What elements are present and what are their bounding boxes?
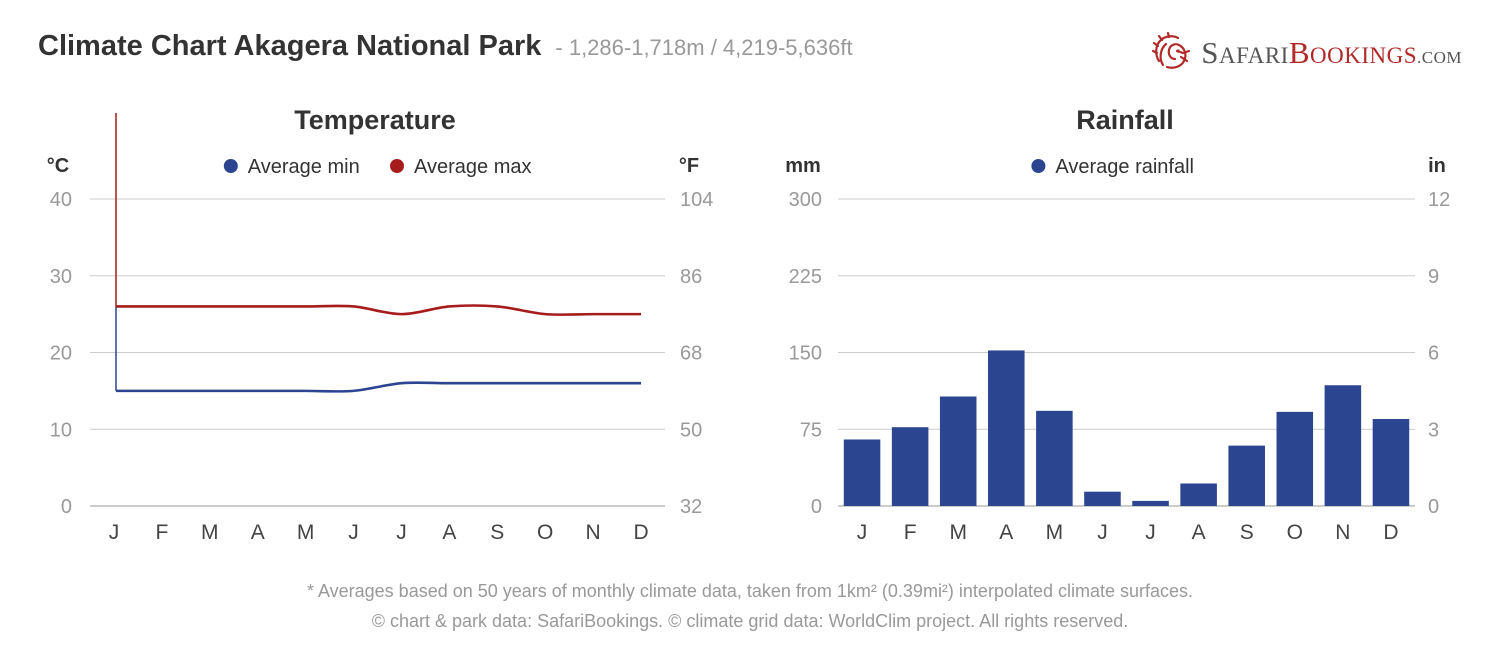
rainfall-right-tick-label: 0 <box>1428 496 1439 518</box>
rainfall-month-label: J <box>1097 521 1108 544</box>
lion-head-icon <box>1152 31 1191 69</box>
rainfall-month-label: F <box>904 521 917 544</box>
logo-wordmark: SAFARIBOOKINGS.COM <box>1201 35 1462 70</box>
rainfall-right-tick-label: 12 <box>1428 189 1450 211</box>
temperature-left-tick-label: 10 <box>50 419 72 441</box>
temperature-month-label: A <box>251 521 265 544</box>
rainfall-bar-2 <box>891 427 929 506</box>
temperature-month-label: D <box>633 521 648 544</box>
temperature-legend-marker-average-min <box>223 159 238 173</box>
rainfall-right-tick-label: 9 <box>1428 266 1439 288</box>
rainfall-bar-11 <box>1324 385 1362 506</box>
temperature-month-label: J <box>109 521 120 544</box>
rainfall-month-label: A <box>999 521 1013 544</box>
footnote-copyright: © chart & park data: SafariBookings. © c… <box>371 611 1129 631</box>
rainfall-bar-10 <box>1276 411 1314 506</box>
rainfall-month-label: M <box>949 521 967 544</box>
safaribookings-logo[interactable]: SAFARIBOOKINGS.COM <box>1151 28 1462 78</box>
rainfall-right-unit: in <box>1428 155 1446 177</box>
chart-header: Climate Chart Akagera National Park - 1,… <box>38 30 853 80</box>
rainfall-left-tick-label: 150 <box>789 343 822 365</box>
rainfall-bar-6 <box>1084 491 1121 506</box>
rainfall-left-tick-label: 0 <box>811 496 822 518</box>
rainfall-month-label: M <box>1046 521 1064 544</box>
temperature-month-label: M <box>297 521 315 544</box>
temperature-right-tick-label: 68 <box>680 343 702 365</box>
temperature-right-tick-label: 86 <box>680 266 702 288</box>
rainfall-bar-4 <box>988 350 1025 506</box>
rainfall-bar-5 <box>1036 410 1073 506</box>
temperature-month-label: M <box>201 521 219 544</box>
rainfall-month-label: N <box>1335 521 1350 544</box>
footnote-averages: * Averages based on 50 years of monthly … <box>306 581 1194 601</box>
rainfall-chart-title: Rainfall <box>1076 105 1174 135</box>
temperature-legend-label-average-max: Average max <box>414 156 531 178</box>
rainfall-left-tick-label: 225 <box>789 266 822 288</box>
rainfall-legend-label-average-rainfall: Average rainfall <box>1055 156 1194 178</box>
rainfall-month-label: D <box>1383 521 1398 544</box>
page-subtitle: - 1,286-1,718m / 4,219-5,636ft <box>555 35 853 60</box>
temperature-right-unit: °F <box>679 155 699 177</box>
temperature-month-label: S <box>490 521 504 544</box>
temperature-legend-label-average-min: Average min <box>248 156 360 178</box>
temperature-left-tick-label: 20 <box>50 343 72 365</box>
rainfall-bar-9 <box>1228 445 1265 506</box>
temperature-month-label: O <box>537 521 553 544</box>
temperature-month-label: F <box>155 521 168 544</box>
temperature-left-tick-label: 40 <box>50 189 72 211</box>
temperature-right-tick-label: 50 <box>680 419 702 441</box>
rainfall-month-label: A <box>1192 521 1206 544</box>
rainfall-left-tick-label: 75 <box>800 419 822 441</box>
rainfall-right-tick-label: 3 <box>1428 419 1439 441</box>
temperature-left-unit: °C <box>47 155 69 177</box>
rainfall-month-label: S <box>1240 521 1254 544</box>
temperature-chart-title: Temperature <box>294 105 456 135</box>
rainfall-legend-marker-average-rainfall <box>1031 159 1046 173</box>
temperature-legend-marker-average-max <box>390 159 404 173</box>
rainfall-bar-3 <box>939 396 977 506</box>
rainfall-month-label: J <box>857 521 868 544</box>
rainfall-month-label: J <box>1145 521 1156 544</box>
rainfall-right-tick-label: 6 <box>1428 343 1439 365</box>
temperature-right-tick-label: 104 <box>680 189 713 211</box>
page-title: Climate Chart Akagera National Park <box>38 30 542 62</box>
temperature-left-tick-label: 0 <box>61 496 72 518</box>
temperature-month-label: A <box>442 521 456 544</box>
rainfall-left-unit: mm <box>785 155 821 177</box>
rainfall-bar-8 <box>1180 483 1217 506</box>
rainfall-month-label: O <box>1287 521 1303 544</box>
rainfall-left-tick-label: 300 <box>789 189 822 211</box>
rainfall-bar-12 <box>1372 419 1410 506</box>
temperature-month-label: N <box>586 521 601 544</box>
rainfall-bar-7 <box>1132 500 1169 506</box>
temperature-left-tick-label: 30 <box>50 266 72 288</box>
temperature-month-label: J <box>348 521 359 544</box>
rainfall-bar-1 <box>843 439 881 506</box>
temperature-right-tick-label: 32 <box>680 496 702 518</box>
temperature-series-line-average-min <box>116 381 642 393</box>
temperature-series-line-average-max <box>116 304 642 316</box>
temperature-month-label: J <box>396 521 407 544</box>
